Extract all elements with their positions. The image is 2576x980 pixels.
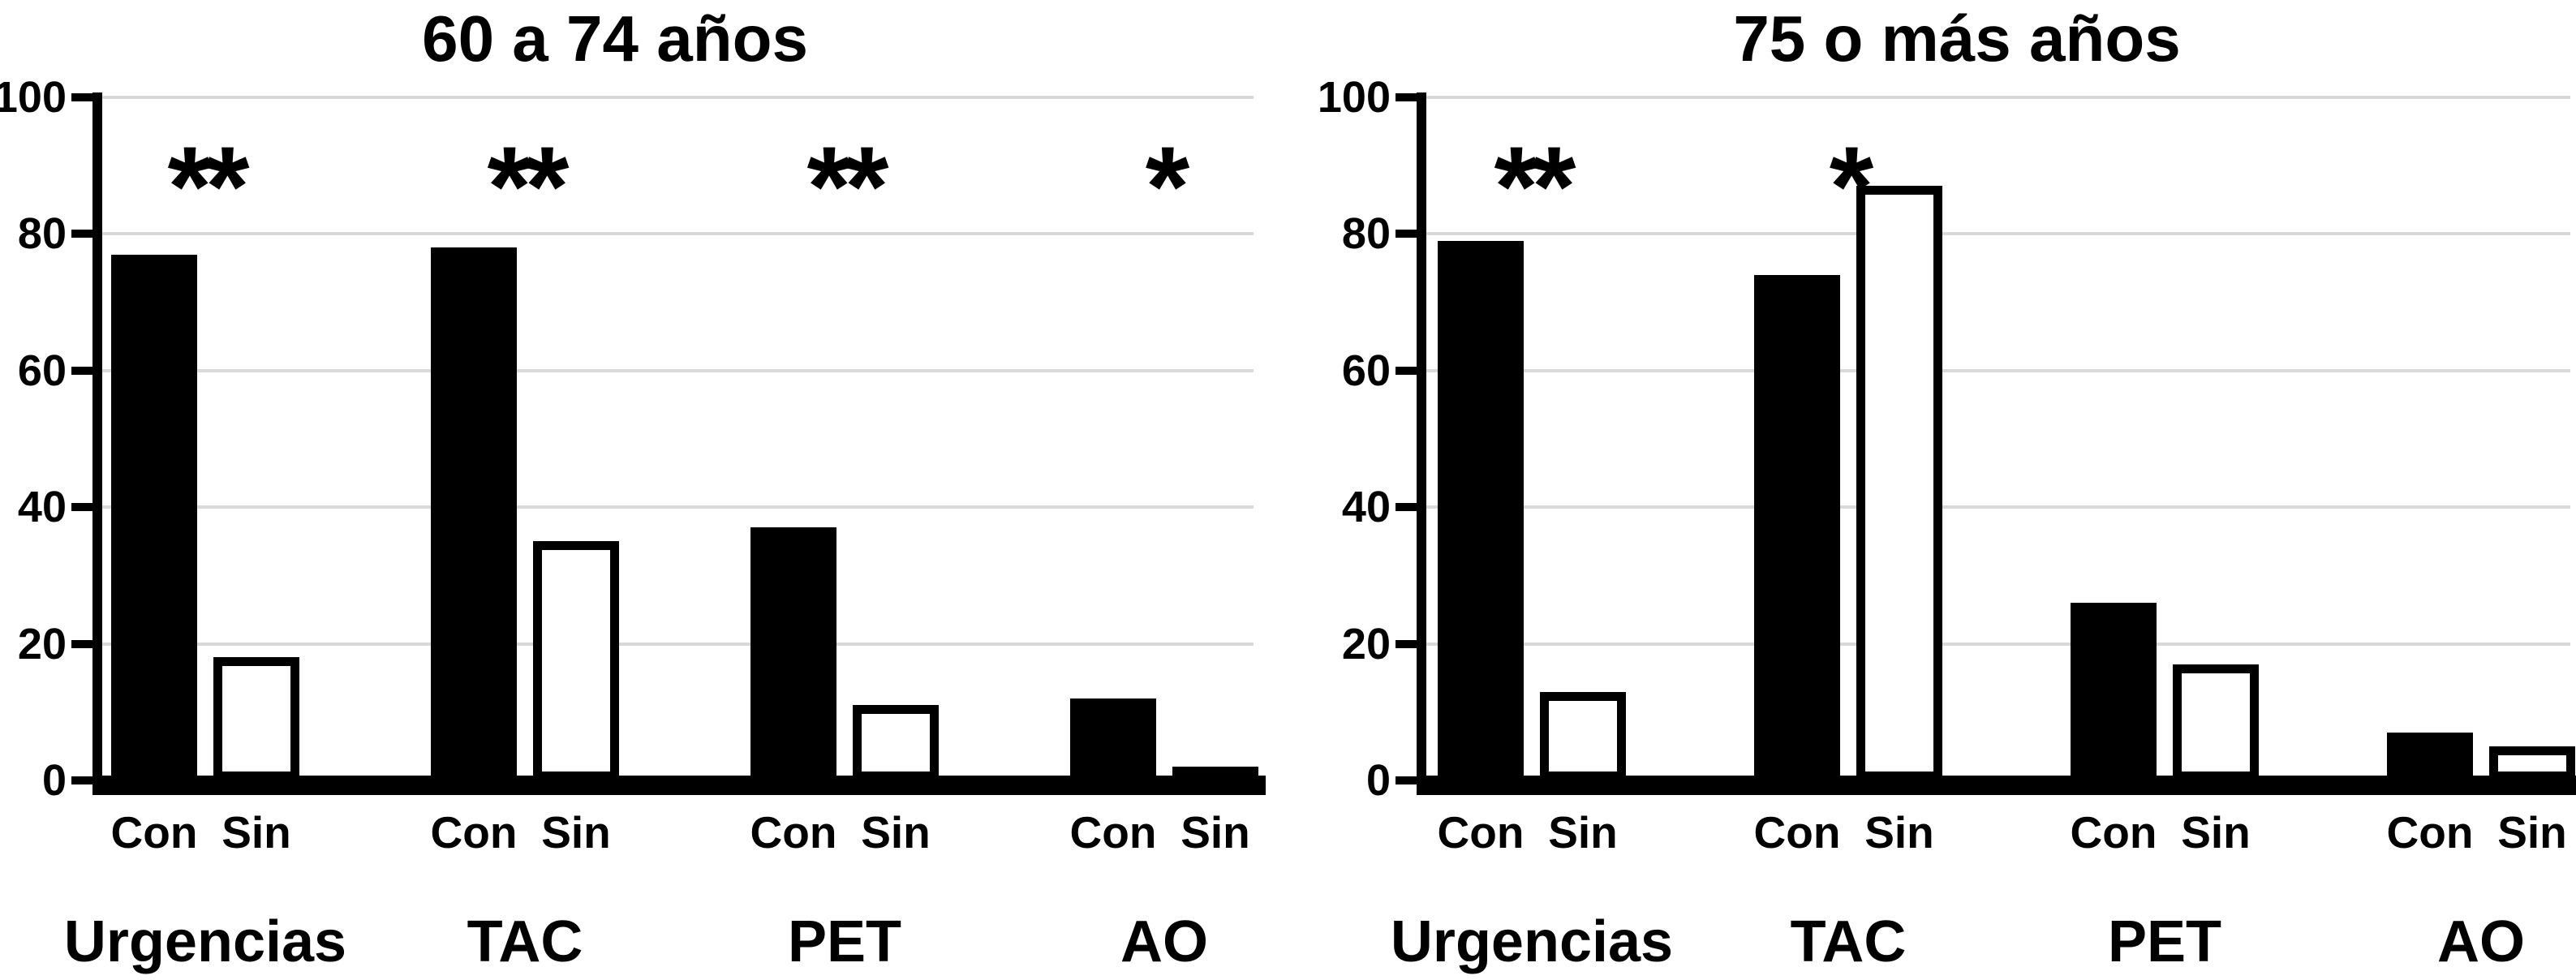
bar-label-con: Con xyxy=(1753,807,1841,858)
gridline xyxy=(1426,232,2570,236)
y-tick-label: 80 xyxy=(17,209,67,259)
panel-title: 60 a 74 años xyxy=(422,2,808,75)
y-axis-line xyxy=(1417,92,1426,795)
category-label: Urgencias xyxy=(63,909,347,974)
category-label: AO xyxy=(2437,909,2525,974)
bar-con xyxy=(2387,733,2473,780)
bar-con xyxy=(111,254,197,780)
x-axis-line xyxy=(92,776,1266,795)
y-axis-tick xyxy=(1396,503,1417,512)
y-axis-tick xyxy=(71,639,92,648)
bar-sin xyxy=(853,705,939,780)
gridline xyxy=(102,368,1254,372)
y-tick-label: 40 xyxy=(1341,483,1391,532)
bar-label-con: Con xyxy=(2386,807,2474,858)
bar-sin xyxy=(533,541,619,780)
gridline xyxy=(102,505,1254,509)
category-label: PET xyxy=(2107,909,2222,974)
y-axis-tick xyxy=(71,776,92,784)
y-axis-tick xyxy=(1396,93,1417,101)
category-label: TAC xyxy=(467,909,583,974)
y-axis-tick xyxy=(1396,776,1417,784)
bar-label-sin: Sin xyxy=(2181,807,2251,858)
category-label: AO xyxy=(1120,909,1208,974)
bar-sin xyxy=(1540,691,1626,780)
bar-label-con: Con xyxy=(110,807,198,858)
category-label: Urgencias xyxy=(1390,909,1674,974)
y-tick-label: 0 xyxy=(1365,756,1391,805)
y-tick-label: 100 xyxy=(1317,73,1391,122)
y-tick-label: 20 xyxy=(17,619,67,668)
bar-sin xyxy=(1856,186,1942,780)
y-tick-label: 60 xyxy=(1341,346,1391,395)
significance-marker: ** xyxy=(167,122,250,250)
bar-label-sin: Sin xyxy=(221,807,291,858)
x-axis-line xyxy=(1417,776,2576,795)
category-label: PET xyxy=(787,909,902,974)
significance-marker: * xyxy=(1145,122,1190,250)
bar-con xyxy=(2071,603,2157,780)
bar-con xyxy=(1438,240,1524,780)
significance-marker: ** xyxy=(806,122,889,250)
bar-sin xyxy=(2173,664,2259,780)
y-axis-tick xyxy=(71,93,92,101)
bar-con xyxy=(1070,698,1156,780)
gridline xyxy=(1426,505,2570,509)
category-label: TAC xyxy=(1790,909,1907,974)
y-tick-label: 60 xyxy=(17,346,67,395)
gridline xyxy=(102,232,1254,236)
bar-label-con: Con xyxy=(1069,807,1157,858)
significance-marker: * xyxy=(1829,122,1874,250)
y-axis-line xyxy=(92,92,102,795)
gridline xyxy=(1426,642,2570,646)
y-axis-tick xyxy=(1396,639,1417,648)
gridline xyxy=(1426,96,2570,99)
gridline xyxy=(1426,368,2570,372)
y-axis-tick xyxy=(71,230,92,239)
bar-con xyxy=(1754,274,1840,780)
significance-marker: ** xyxy=(487,122,570,250)
y-tick-label: 20 xyxy=(1341,619,1391,668)
gridline xyxy=(102,96,1254,99)
y-tick-label: 40 xyxy=(17,483,67,532)
bar-sin xyxy=(213,657,299,780)
bar-label-sin: Sin xyxy=(861,807,931,858)
bar-con xyxy=(431,247,517,780)
bar-label-con: Con xyxy=(1437,807,1525,858)
bar-label-sin: Sin xyxy=(1180,807,1250,858)
bar-label-sin: Sin xyxy=(1864,807,1934,858)
bar-label-sin: Sin xyxy=(2497,807,2567,858)
y-axis-tick xyxy=(1396,366,1417,375)
significance-marker: ** xyxy=(1494,122,1576,250)
bar-label-con: Con xyxy=(2070,807,2157,858)
bar-label-con: Con xyxy=(430,807,518,858)
panel-title: 75 o más años xyxy=(1733,2,2181,75)
bar-label-con: Con xyxy=(750,807,837,858)
bar-label-sin: Sin xyxy=(1548,807,1618,858)
y-tick-label: 80 xyxy=(1341,209,1391,259)
bar-label-sin: Sin xyxy=(541,807,611,858)
y-axis-tick xyxy=(1396,230,1417,239)
y-axis-tick xyxy=(71,366,92,375)
y-axis-tick xyxy=(71,503,92,512)
y-tick-label: 0 xyxy=(41,756,67,805)
gridline xyxy=(102,642,1254,646)
bar-con xyxy=(750,527,836,780)
y-tick-label: 100 xyxy=(0,73,67,122)
